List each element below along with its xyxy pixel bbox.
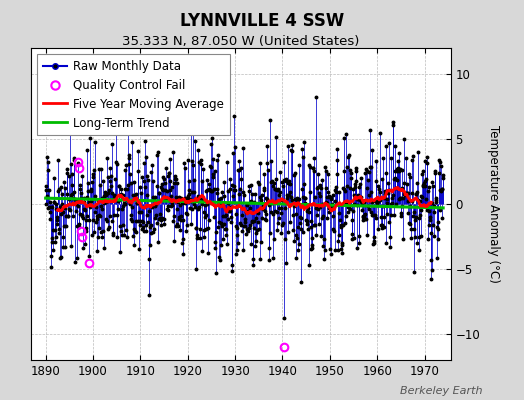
Title: 35.333 N, 87.050 W (United States): 35.333 N, 87.050 W (United States)	[122, 35, 360, 48]
Y-axis label: Temperature Anomaly (°C): Temperature Anomaly (°C)	[487, 125, 500, 283]
Legend: Raw Monthly Data, Quality Control Fail, Five Year Moving Average, Long-Term Tren: Raw Monthly Data, Quality Control Fail, …	[37, 54, 230, 136]
Text: Berkeley Earth: Berkeley Earth	[400, 386, 482, 396]
Text: LYNNVILLE 4 SSW: LYNNVILLE 4 SSW	[180, 12, 344, 30]
